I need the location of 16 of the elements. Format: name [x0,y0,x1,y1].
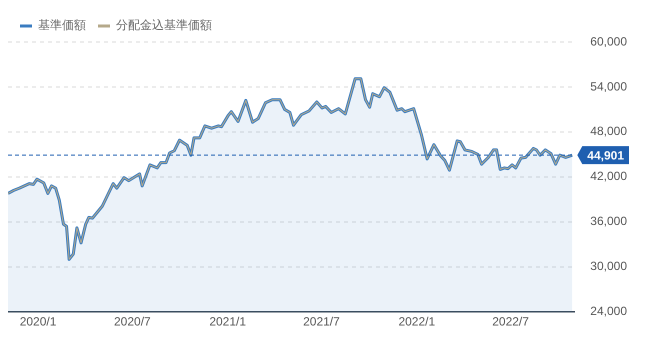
ref-line-label: 44,901 [587,148,624,162]
y-tick-label: 36,000 [590,214,628,228]
x-tick-label: 2020/1 [20,314,57,328]
x-tick-label: 2022/1 [398,314,436,328]
legend-label: 分配金込基準価額 [116,18,212,32]
y-tick-label: 48,000 [590,124,628,138]
x-tick-label: 2021/1 [209,314,246,328]
x-tick-label: 2020/7 [114,314,152,328]
x-tick-label: 2021/7 [303,314,340,328]
y-tick-label: 30,000 [590,259,628,274]
y-tick-label: 42,000 [590,169,628,184]
y-tick-label: 60,000 [590,34,628,48]
y-tick-label: 24,000 [590,304,628,318]
legend-label: 基準価額 [38,18,86,32]
y-tick-label: 54,000 [590,79,628,94]
x-tick-label: 2022/7 [492,314,530,328]
